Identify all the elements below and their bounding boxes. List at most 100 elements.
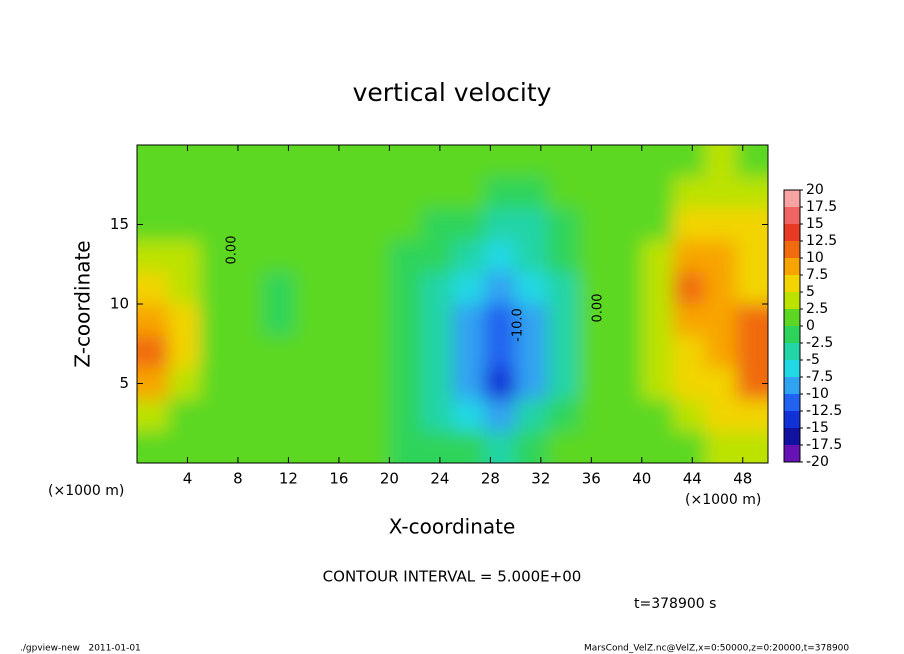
cell xyxy=(547,240,580,273)
cell xyxy=(515,367,548,400)
cell xyxy=(231,208,264,241)
cell xyxy=(704,399,737,432)
cell xyxy=(547,176,580,210)
colorbar-box xyxy=(784,394,800,411)
x-tick-label: 32 xyxy=(531,470,550,488)
cell xyxy=(200,304,233,337)
cell xyxy=(641,399,674,432)
cell xyxy=(736,240,768,273)
cell xyxy=(168,367,201,400)
cell xyxy=(326,208,359,241)
cell xyxy=(357,272,390,305)
cell xyxy=(263,176,296,210)
cell xyxy=(168,399,201,432)
cell xyxy=(610,431,643,463)
x-axis-label: X-coordinate xyxy=(389,515,516,539)
cell xyxy=(641,431,674,463)
x-tick-label: 24 xyxy=(430,470,449,488)
cell xyxy=(200,335,233,369)
cell xyxy=(357,335,390,369)
cell xyxy=(263,304,296,337)
cell xyxy=(484,335,517,369)
cell xyxy=(420,240,453,273)
cell xyxy=(641,367,674,400)
cell xyxy=(231,176,264,210)
cell xyxy=(610,240,643,273)
y-tick-label: 10 xyxy=(110,295,129,313)
cell xyxy=(610,399,643,432)
cell xyxy=(168,208,201,241)
cell xyxy=(452,431,485,463)
cell xyxy=(137,272,170,305)
cell xyxy=(168,176,201,210)
cell xyxy=(168,240,201,273)
cell xyxy=(610,208,643,241)
cell xyxy=(484,272,517,305)
cell xyxy=(578,208,611,241)
cell xyxy=(610,145,643,178)
colorbar-box xyxy=(784,258,800,275)
cell xyxy=(452,208,485,241)
cell xyxy=(452,145,485,178)
field xyxy=(137,145,768,463)
cell xyxy=(704,240,737,273)
cell xyxy=(168,145,201,178)
cell xyxy=(389,240,422,273)
cell xyxy=(578,335,611,369)
cell xyxy=(547,399,580,432)
colorbar-label: -20 xyxy=(806,454,829,470)
cell xyxy=(168,431,201,463)
cell xyxy=(389,208,422,241)
cell xyxy=(168,272,201,305)
cell xyxy=(704,431,737,463)
cell xyxy=(673,335,706,369)
colorbar-box xyxy=(784,411,800,428)
cell xyxy=(736,272,768,305)
cell xyxy=(484,304,517,337)
x-tick-label: 12 xyxy=(279,470,298,488)
y-tick-label: 15 xyxy=(110,215,129,233)
colorbar-label: 2.5 xyxy=(806,301,828,317)
cell xyxy=(137,431,170,463)
cell xyxy=(389,304,422,337)
x-tick-label: 8 xyxy=(233,470,243,488)
colorbar-label: -7.5 xyxy=(806,369,833,385)
cell xyxy=(231,304,264,337)
cell xyxy=(515,176,548,210)
cell xyxy=(452,304,485,337)
colorbar-box xyxy=(784,309,800,326)
colorbar-box xyxy=(784,343,800,360)
cell xyxy=(547,431,580,463)
cell xyxy=(736,145,768,178)
x-tick-label: 48 xyxy=(733,470,752,488)
cell xyxy=(326,367,359,400)
cell xyxy=(547,208,580,241)
cell xyxy=(294,367,327,400)
cell xyxy=(547,272,580,305)
colorbar-label: -12.5 xyxy=(806,403,842,419)
cell xyxy=(137,176,170,210)
cell xyxy=(389,431,422,463)
colorbar-box xyxy=(784,326,800,343)
cell xyxy=(294,208,327,241)
cell xyxy=(389,399,422,432)
cell xyxy=(326,431,359,463)
cell xyxy=(578,304,611,337)
colorbar-label: -15 xyxy=(806,420,829,436)
cell xyxy=(200,431,233,463)
cell xyxy=(610,367,643,400)
cell xyxy=(484,240,517,273)
cell xyxy=(484,208,517,241)
cell xyxy=(610,335,643,369)
cell xyxy=(137,240,170,273)
cells xyxy=(137,145,768,463)
x-tick-label: 44 xyxy=(683,470,702,488)
cell xyxy=(137,304,170,337)
cell xyxy=(641,176,674,210)
cell xyxy=(263,145,296,178)
colorbar-box xyxy=(784,360,800,377)
cell xyxy=(200,176,233,210)
colorbar-label: 12.5 xyxy=(806,233,837,249)
cell xyxy=(231,240,264,273)
